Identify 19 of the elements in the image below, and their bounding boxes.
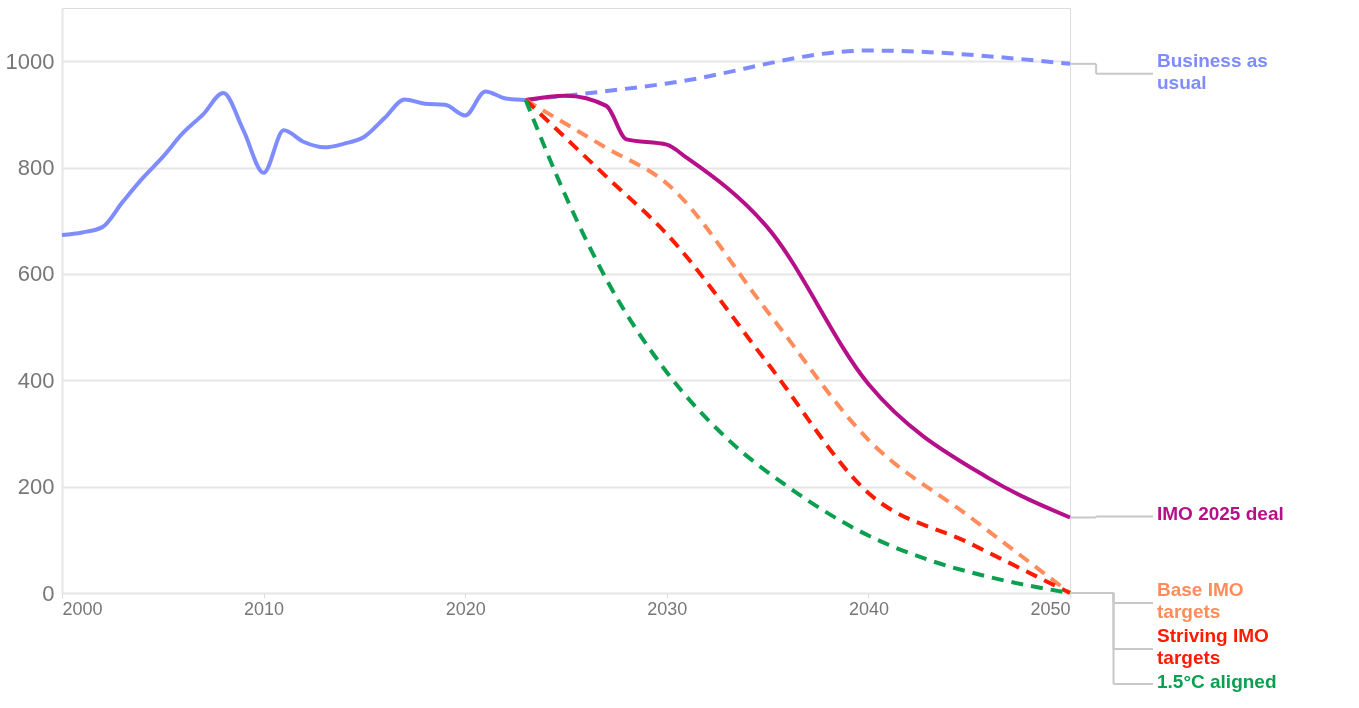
x-tick-label: 2040 [848,598,889,619]
y-tick-label: 200 [17,474,55,500]
y-tick-label: 800 [17,155,55,181]
text: 1.5°C aligned [1157,671,1277,692]
x-tick-label: 2020 [445,598,486,619]
y-tick-label: 1000 [5,48,55,74]
line-series [523,93,1072,520]
x-tick-label: 2010 [244,598,285,619]
y-tick-label: 600 [17,261,55,287]
y-tick-label: 0 [42,580,55,606]
y-tick-label: 400 [17,367,55,393]
text: Base IMO targets [1157,579,1244,622]
line-series [523,98,1072,595]
x-tick-label: 2050 [1030,598,1071,619]
text: Striving IMO targets [1157,625,1269,668]
text: Business as usual [1157,49,1268,93]
x-tick-label: 2000 [62,598,103,619]
text: IMO 2025 deal [1157,503,1284,525]
x-tick-label: 2030 [647,598,688,619]
